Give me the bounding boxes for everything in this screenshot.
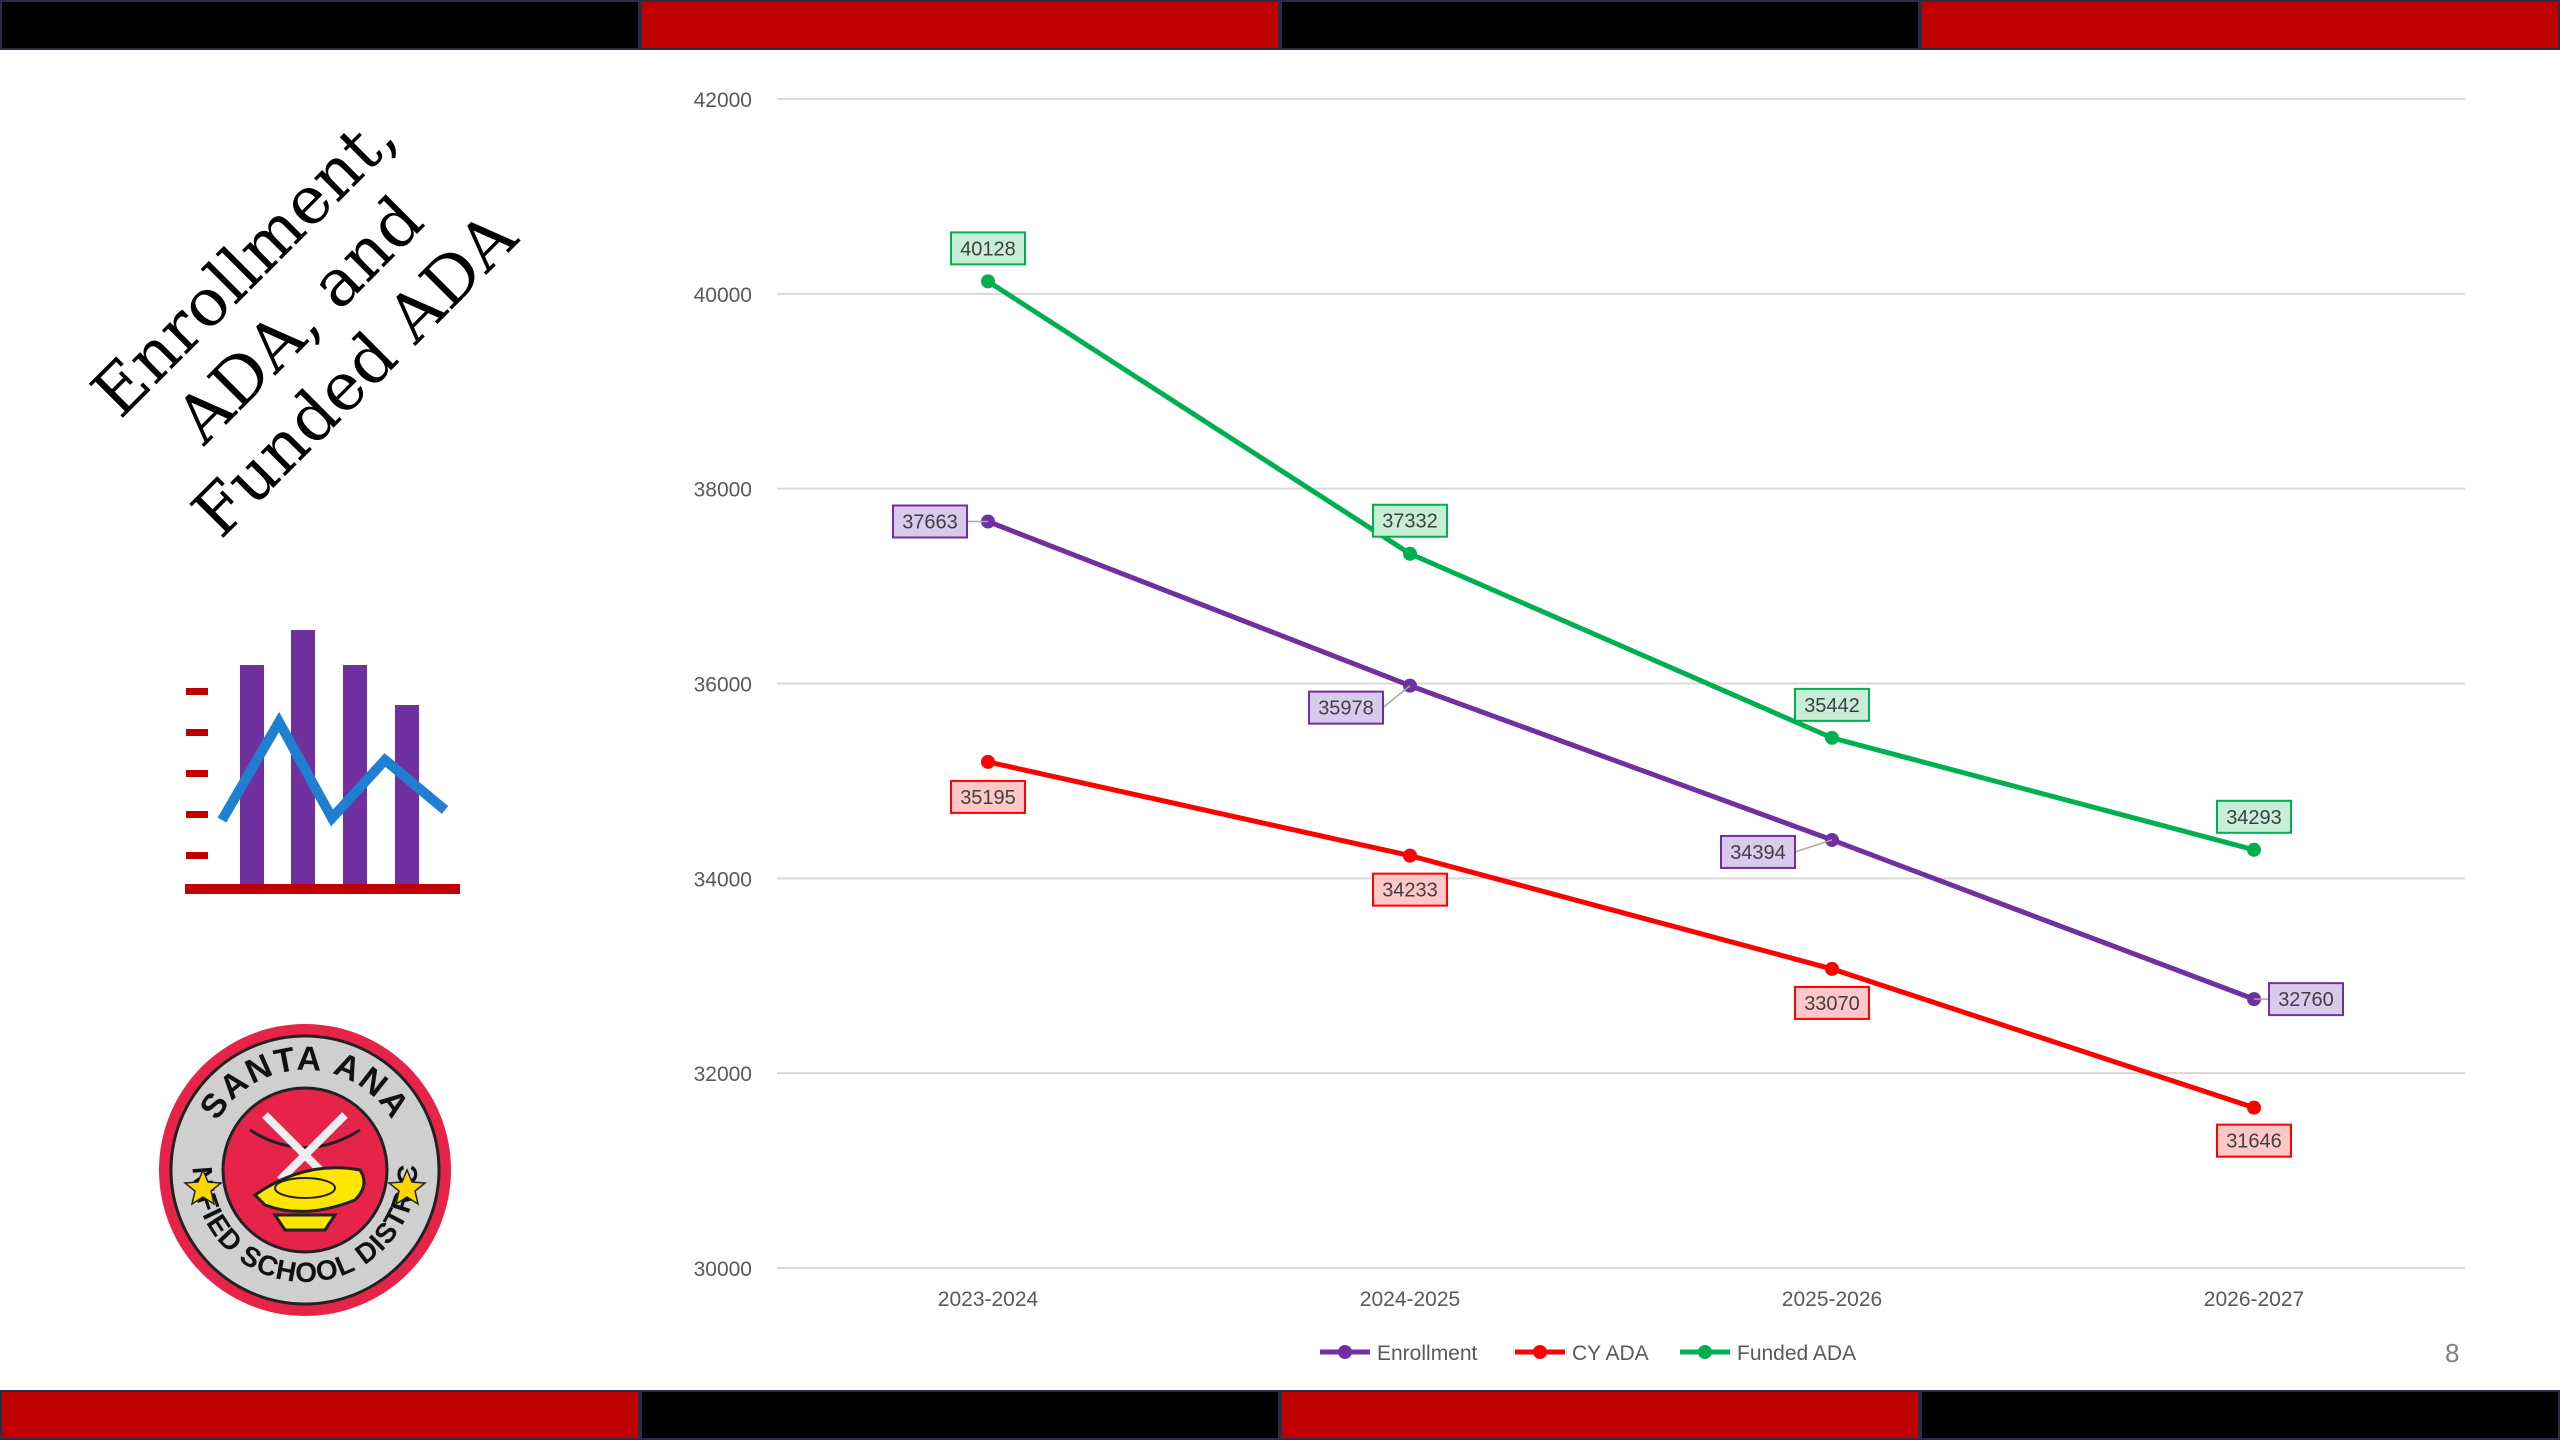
- y-tick-label: 34000: [694, 868, 752, 891]
- data-label-box: [1372, 503, 1448, 538]
- data-label-box: [1794, 985, 1870, 1020]
- bottom-strip-segment: [1920, 1390, 2560, 1440]
- data-point: [1825, 961, 1839, 976]
- top-color-strip: [0, 0, 2560, 50]
- bottom-strip-segment: [0, 1390, 640, 1440]
- series-line: [986, 279, 2255, 853]
- label-leader-line: [1794, 839, 1833, 853]
- data-label-box: [950, 231, 1026, 266]
- data-point: [2247, 1100, 2261, 1115]
- data-label: 31646: [2226, 1131, 2282, 1153]
- data-point: [981, 274, 995, 289]
- district-seal-logo: SANTA ANA UNIFIED SCHOOL DISTRICT: [155, 1020, 451, 1316]
- bottom-strip-segment: [1280, 1390, 1920, 1440]
- data-label: 34394: [1730, 842, 1786, 864]
- data-label: 34293: [2226, 807, 2282, 829]
- bottom-strip-segment: [640, 1390, 1280, 1440]
- legend-marker: [1338, 1345, 1352, 1359]
- data-label: 40128: [960, 238, 1016, 260]
- y-tick-label: 30000: [694, 1258, 752, 1281]
- data-label: 32760: [2278, 989, 2334, 1011]
- slide-title-area: Enrollment, ADA, and Funded ADA: [20, 70, 580, 570]
- data-point: [2247, 842, 2261, 857]
- data-point: [981, 754, 995, 769]
- data-label-box: [2216, 799, 2292, 834]
- data-label-box: [892, 504, 968, 539]
- legend-marker: [1533, 1345, 1547, 1359]
- x-tick-label: 2025-2026: [1782, 1288, 1882, 1311]
- data-point: [1403, 848, 1417, 863]
- series-line: [987, 519, 2255, 1002]
- data-point: [1825, 730, 1839, 745]
- bottom-color-strip: [0, 1390, 2560, 1440]
- data-label: 34233: [1382, 880, 1438, 902]
- data-point: [1403, 546, 1417, 561]
- data-label: 37663: [902, 511, 958, 533]
- line-chart: 30000 32000 34000 36000 38000 40000 42000 2023…: [694, 89, 2465, 1365]
- top-strip-segment: [0, 0, 640, 50]
- y-tick-label: 32000: [694, 1063, 752, 1086]
- y-tick-label: 36000: [694, 674, 752, 697]
- page-number: 8: [2445, 1338, 2460, 1368]
- x-tick-label: 2024-2025: [1360, 1288, 1460, 1311]
- data-label-box: [950, 779, 1026, 814]
- data-label: 35195: [960, 787, 1016, 809]
- legend-label: Enrollment: [1377, 1342, 1478, 1365]
- data-label: 37332: [1382, 511, 1438, 533]
- y-tick-label: 42000: [694, 89, 752, 112]
- legend-label: CY ADA: [1572, 1342, 1649, 1365]
- data-label-box: [1372, 872, 1448, 907]
- top-strip-segment: [1920, 0, 2560, 50]
- series-line: [987, 759, 2255, 1111]
- slide-title: Enrollment, ADA, and Funded ADA: [68, 88, 533, 553]
- data-label-box: [1720, 834, 1796, 869]
- bar-line-chart-icon: [185, 630, 460, 894]
- data-label-box: [1308, 690, 1384, 725]
- data-label-box: [2268, 982, 2344, 1017]
- label-leader-line: [1382, 685, 1411, 709]
- y-tick-label: 38000: [694, 479, 752, 502]
- top-strip-segment: [1280, 0, 1920, 50]
- x-tick-label: 2023-2024: [938, 1288, 1039, 1311]
- data-label: 35442: [1804, 695, 1860, 717]
- data-label-box: [1794, 687, 1870, 722]
- y-tick-label: 40000: [694, 284, 752, 307]
- x-tick-label: 2026-2027: [2204, 1288, 2304, 1311]
- data-label: 35978: [1318, 698, 1374, 720]
- top-strip-segment: [640, 0, 1280, 50]
- data-label-box: [2216, 1123, 2292, 1158]
- legend-label: Funded ADA: [1737, 1342, 1856, 1365]
- legend-marker: [1698, 1345, 1712, 1359]
- data-label: 33070: [1804, 993, 1860, 1015]
